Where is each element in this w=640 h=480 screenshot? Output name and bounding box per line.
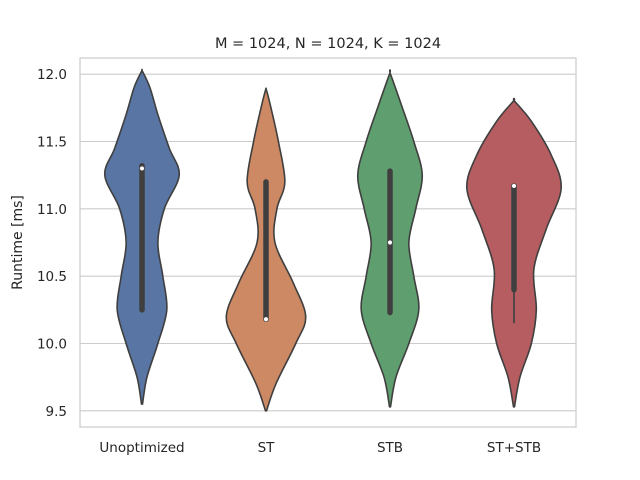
violin-st-stb bbox=[466, 97, 562, 408]
x-tick-labels: Unoptimized ST STB ST+STB bbox=[99, 440, 541, 456]
y-tick-labels: 9.5 10.0 10.5 11.0 11.5 12.0 bbox=[37, 67, 67, 420]
violin-unoptimized bbox=[103, 68, 181, 405]
violin-st bbox=[225, 87, 307, 412]
x-tick-label: ST bbox=[258, 440, 276, 456]
x-tick-label: STB bbox=[377, 440, 403, 456]
x-tick-label: ST+STB bbox=[487, 440, 541, 456]
violin-median-dot bbox=[511, 183, 517, 189]
y-tick-label: 10.5 bbox=[37, 269, 67, 285]
violins-group bbox=[103, 68, 562, 412]
axes-frame bbox=[79, 57, 577, 428]
violin-median-dot bbox=[387, 240, 393, 245]
violin-median-dot bbox=[139, 166, 145, 171]
y-tick-label: 12.0 bbox=[37, 67, 67, 83]
violin-median-dot bbox=[263, 317, 269, 322]
y-tick-label: 11.0 bbox=[37, 202, 67, 218]
violin-stb bbox=[356, 69, 424, 408]
y-axis-label: Runtime [ms] bbox=[10, 195, 26, 290]
x-tick-label: Unoptimized bbox=[99, 440, 184, 456]
chart-title: M = 1024, N = 1024, K = 1024 bbox=[215, 36, 441, 52]
y-tick-label: 11.5 bbox=[37, 134, 67, 150]
y-tick-label: 9.5 bbox=[46, 404, 67, 420]
y-tick-label: 10.0 bbox=[37, 337, 67, 353]
